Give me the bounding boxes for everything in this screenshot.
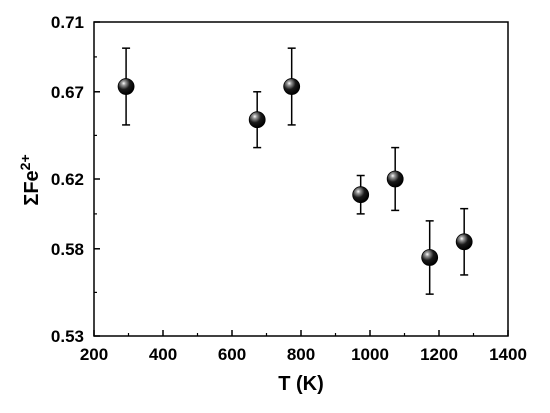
sphere-marker xyxy=(117,78,135,95)
data-point xyxy=(117,47,135,126)
y-axis-title-base: ΣFe xyxy=(21,170,43,205)
data-series xyxy=(117,47,473,295)
x-axis: 200 400 600 800 1000 1200 1400 xyxy=(80,330,527,364)
y-tick-label: 0.58 xyxy=(51,240,84,259)
y-tick-label: 0.53 xyxy=(51,327,84,346)
data-point xyxy=(352,174,370,215)
sphere-marker xyxy=(352,186,370,204)
x-tick-label: 800 xyxy=(287,345,315,364)
y-axis: 0.53 0.58 0.62 0.67 0.71 xyxy=(51,13,100,346)
sphere-marker xyxy=(283,78,301,95)
sphere-marker xyxy=(248,111,266,129)
x-tick-label: 1000 xyxy=(351,345,389,364)
data-point xyxy=(248,91,266,149)
data-point xyxy=(455,207,473,276)
x-tick-label: 600 xyxy=(218,345,246,364)
x-tick-label: 200 xyxy=(80,345,108,364)
sphere-marker xyxy=(421,249,439,266)
data-point xyxy=(421,220,439,295)
y-tick-label: 0.62 xyxy=(51,170,84,189)
plot-frame xyxy=(93,21,509,337)
data-point xyxy=(386,146,404,212)
y-axis-title-superscript: 2+ xyxy=(17,154,33,170)
x-axis-title: T (K) xyxy=(278,373,324,395)
data-point xyxy=(283,47,301,126)
y-axis-title: ΣFe2+ xyxy=(17,154,43,205)
y-tick-label: 0.67 xyxy=(51,83,84,102)
sphere-marker xyxy=(455,233,473,251)
x-tick-label: 1200 xyxy=(420,345,458,364)
y-tick-label: 0.71 xyxy=(51,13,84,32)
sphere-marker xyxy=(386,170,404,188)
x-tick-label: 1400 xyxy=(489,345,527,364)
x-tick-label: 400 xyxy=(149,345,177,364)
